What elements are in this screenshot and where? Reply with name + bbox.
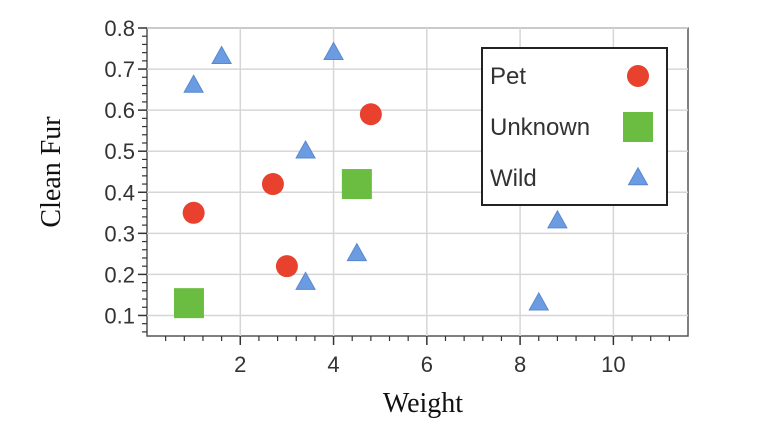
y-tick-label: 0.3: [104, 221, 135, 246]
legend-label-wild: Wild: [490, 165, 537, 192]
data-point-unknown: [173, 288, 204, 319]
x-tick-label: 6: [421, 352, 433, 377]
y-tick-label: 0.8: [104, 16, 135, 41]
data-points: [173, 41, 568, 319]
data-point-unknown: [341, 169, 372, 200]
y-tick-label: 0.1: [104, 303, 135, 328]
data-point-wild: [323, 41, 344, 60]
y-tick-label: 0.2: [104, 262, 135, 287]
legend: Pet Unknown Wild: [481, 47, 668, 206]
x-tick-label: 8: [514, 352, 526, 377]
legend-marker-pet: [627, 65, 649, 87]
data-point-pet: [275, 255, 298, 278]
x-tick-label: 4: [327, 352, 339, 377]
legend-marker-wild: [627, 166, 649, 186]
data-point-wild: [211, 45, 232, 65]
y-tick-label: 0.4: [104, 180, 135, 205]
data-point-wild: [547, 209, 568, 229]
x-tick-label: 10: [601, 352, 625, 377]
grid: [147, 27, 688, 336]
x-tick-label: 2: [234, 352, 246, 377]
y-axis-title: Clean Fur: [36, 116, 67, 228]
y-tick-label: 0.7: [104, 57, 135, 82]
axes: 2 4 6 8 10 0.1 0.2 0.3 0.4 0.5 0.6 0.7 0.8: [104, 16, 670, 377]
legend-marker-unknown: [623, 112, 653, 142]
data-point-wild: [295, 139, 316, 159]
data-point-wild: [528, 291, 550, 311]
legend-label-unknown: Unknown: [490, 114, 590, 141]
data-point-pet: [359, 103, 382, 126]
data-point-wild: [346, 242, 368, 262]
data-point-wild: [295, 271, 316, 290]
x-axis-title: Weight: [383, 388, 463, 419]
data-point-pet: [182, 201, 205, 224]
y-tick-label: 0.6: [104, 98, 135, 123]
data-point-pet: [261, 173, 284, 196]
y-tick-label: 0.5: [104, 139, 135, 164]
legend-label-pet: Pet: [490, 63, 526, 90]
data-point-wild: [183, 74, 204, 93]
